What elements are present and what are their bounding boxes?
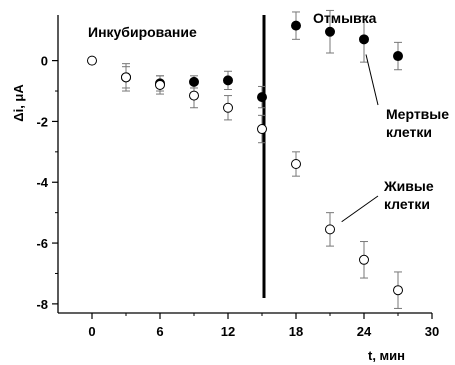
dead-cells-point (189, 76, 199, 87)
x-tick-label: 0 (88, 324, 95, 339)
live-cells-point (359, 254, 369, 265)
dead-cells-point (223, 75, 233, 86)
y-tick-label: -8 (36, 297, 48, 312)
annotation-arrow (341, 195, 379, 223)
annotation-dead-cells: Мертвые клетки (386, 106, 449, 140)
phase-label-washing: Отмывка (313, 10, 377, 26)
dead-cells-point (257, 92, 267, 103)
annotation-line: Мертвые (386, 106, 449, 122)
y-tick-label: -4 (36, 175, 48, 190)
annotation-line: Живые (383, 178, 434, 194)
x-tick-label: 18 (289, 324, 303, 339)
live-cells-point (121, 72, 131, 83)
y-tick-label: -6 (36, 236, 48, 251)
dead-cells-point (291, 20, 301, 31)
y-axis-label: Δi, μA (11, 84, 26, 122)
x-tick-label: 12 (221, 324, 235, 339)
annotation-line: клетки (386, 124, 432, 140)
live-cells-point (87, 55, 97, 66)
error-bars (122, 9, 402, 309)
phase-label-incubation: Инкубирование (88, 24, 197, 40)
ticks: 0 6 12 18 24 30 0 -2 -4 -6 -8 (36, 54, 439, 339)
live-cells-point (155, 79, 165, 90)
annotation-arrow (365, 54, 379, 106)
y-tick-label: -2 (36, 114, 48, 129)
dead-cells-point (325, 26, 335, 37)
x-tick-label: 6 (156, 324, 163, 339)
annotation-line: клетки (384, 196, 430, 212)
data-points (87, 20, 403, 296)
dead-cells-point (359, 34, 369, 45)
live-cells-point (223, 102, 233, 113)
live-cells-point (291, 159, 301, 169)
x-axis-label: t, мин (368, 348, 405, 363)
x-tick-label: 24 (357, 324, 372, 339)
y-tick-label: 0 (41, 54, 48, 69)
dead-cells-point (393, 51, 403, 62)
annotations: Мертвые клетки Живые клетки (341, 54, 449, 223)
live-cells-point (257, 124, 267, 135)
live-cells-point (393, 285, 403, 296)
annotation-live-cells: Живые клетки (383, 178, 434, 212)
x-tick-label: 30 (425, 324, 439, 339)
axes (57, 15, 432, 314)
live-cells-point (189, 90, 199, 101)
live-cells-point (325, 224, 335, 235)
